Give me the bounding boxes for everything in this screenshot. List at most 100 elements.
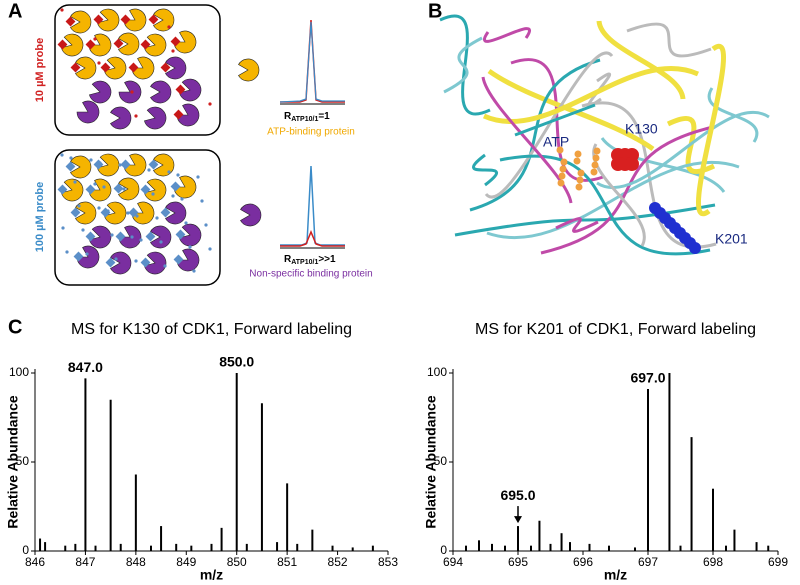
protein-icon — [150, 225, 172, 249]
probe — [57, 39, 68, 50]
probe — [120, 159, 131, 170]
ratio-value: >>1 — [318, 254, 336, 265]
ratio-symbol: R — [284, 254, 292, 265]
probe — [160, 62, 171, 73]
chart-title: MS for K201 of CDK1, Forward labeling — [475, 321, 756, 338]
y-tick-label: 0 — [22, 543, 29, 557]
annotation: 697.0 — [630, 370, 665, 386]
ribbon — [469, 58, 601, 212]
probe — [173, 254, 184, 265]
ribbon — [555, 217, 599, 233]
protein-icon — [165, 201, 187, 225]
probe-dot — [89, 158, 93, 162]
probe — [140, 184, 151, 195]
probe-dot — [60, 8, 64, 12]
ribbon — [484, 51, 614, 199]
probe-dot — [147, 168, 151, 172]
probe — [115, 231, 126, 242]
ribbon — [514, 103, 596, 137]
probe-dot — [130, 235, 134, 239]
protein-icon — [97, 153, 120, 177]
probe-dot — [196, 175, 200, 179]
probe-dot — [65, 250, 69, 254]
ribbon — [487, 68, 655, 152]
atp-atom — [573, 157, 581, 165]
atp-atom — [559, 165, 567, 173]
probe-dot — [167, 170, 171, 174]
probe — [113, 38, 124, 49]
probe — [173, 109, 184, 120]
protein-icon — [89, 225, 112, 249]
ratio-value: =1 — [318, 111, 330, 122]
probe — [128, 62, 139, 73]
protein-icon — [240, 203, 262, 227]
probe-dot — [60, 153, 64, 157]
protein-icon — [123, 8, 147, 32]
probe-label: 10 µM probe — [34, 38, 46, 102]
probe-dot — [118, 163, 122, 167]
y-tick-label: 50 — [16, 454, 30, 468]
protein-icon — [89, 80, 112, 104]
protein-icon — [61, 178, 84, 202]
probe — [175, 229, 186, 240]
protein-icon — [75, 201, 97, 225]
probe-dot — [167, 25, 171, 29]
probe-dot — [97, 206, 101, 210]
protein-caption: Non-specific binding protein — [249, 269, 372, 280]
x-axis-label: m/z — [200, 567, 223, 583]
probe-dot — [102, 185, 106, 189]
probe — [148, 14, 159, 25]
probe — [145, 231, 156, 242]
probe — [170, 181, 181, 192]
y-tick-label: 50 — [434, 454, 448, 468]
probe-dot — [155, 216, 159, 220]
probe-dot — [171, 49, 175, 53]
atp-atom — [558, 172, 566, 180]
atp-atom — [593, 147, 601, 155]
residue-label: ATP — [543, 134, 569, 150]
protein-icon — [118, 177, 140, 201]
probe-dot — [69, 156, 73, 160]
probe-dot — [93, 182, 97, 186]
probe-dot — [110, 233, 114, 237]
ribbon — [626, 22, 712, 58]
ribbon — [471, 153, 499, 187]
protein-icon — [131, 201, 155, 225]
probe — [57, 184, 68, 195]
atp-atom — [577, 169, 585, 177]
probe-box — [54, 4, 221, 136]
probe-dot — [93, 37, 97, 41]
x-tick-label: 694 — [443, 555, 463, 569]
protein-icon — [118, 80, 142, 104]
protein-icon — [144, 33, 167, 57]
protein-icon — [104, 201, 127, 225]
residue-label: K130 — [625, 121, 658, 137]
annotation-arrowhead — [514, 516, 522, 524]
protein-icon — [131, 56, 155, 80]
probe — [160, 207, 171, 218]
residue-label: K201 — [715, 231, 748, 247]
protein-icon — [173, 30, 197, 54]
probe — [85, 39, 96, 50]
probe-dot — [192, 269, 196, 273]
x-tick-label: 695 — [508, 555, 528, 569]
atp-atom — [592, 154, 600, 162]
probe-dot — [126, 211, 130, 215]
ribbon — [596, 20, 686, 100]
ribbon — [481, 76, 573, 204]
k130-atom — [625, 157, 639, 171]
probe-dot — [208, 247, 212, 251]
protein-icon — [179, 223, 202, 247]
protein-icon — [76, 245, 100, 269]
ribbon — [499, 154, 711, 256]
protein-icon — [70, 10, 92, 34]
x-tick-label: 847 — [75, 555, 95, 569]
panel-label: A — [8, 0, 22, 22]
y-tick-label: 0 — [440, 543, 447, 557]
protein-icon — [176, 248, 200, 272]
annotation: 850.0 — [219, 354, 254, 370]
ribbon — [695, 43, 727, 217]
probe-dot — [77, 204, 81, 208]
ratio-sub: ATP10/1 — [291, 259, 318, 266]
